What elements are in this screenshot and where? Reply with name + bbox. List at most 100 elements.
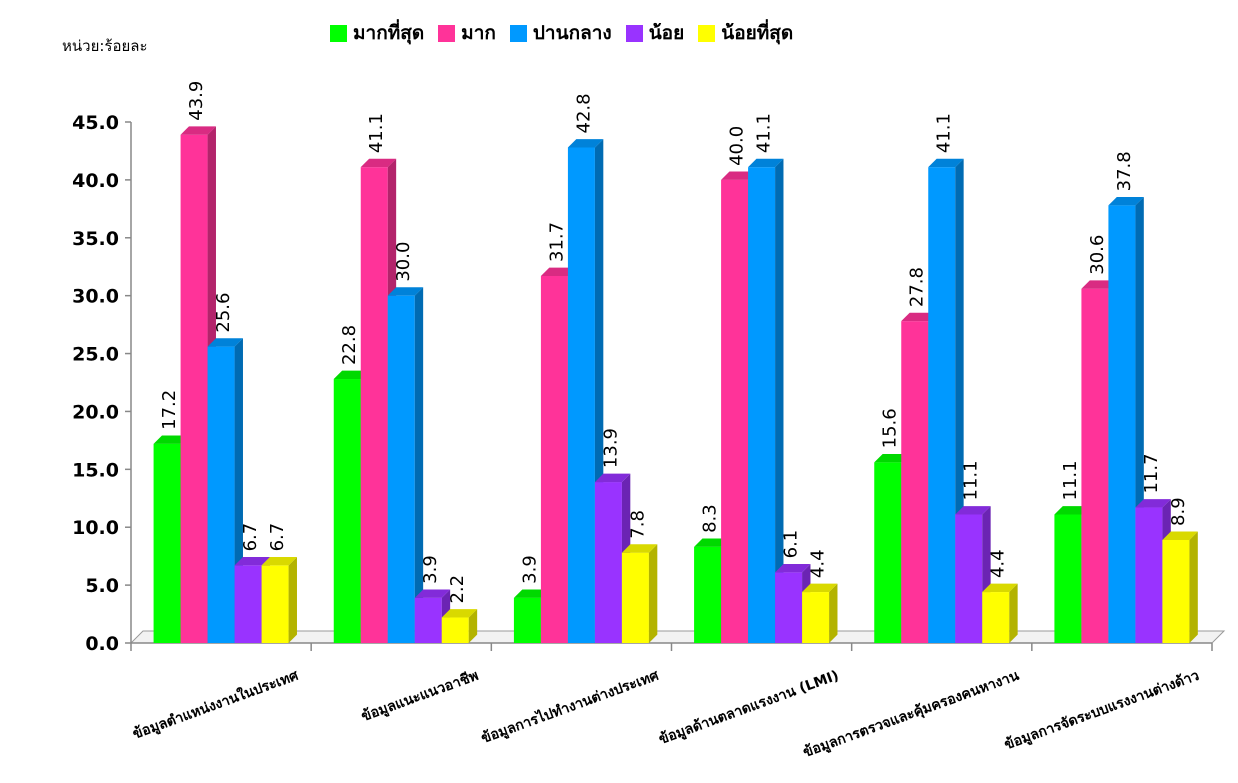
bar-top (802, 583, 838, 593)
bar-top (153, 435, 189, 444)
bar-top (234, 557, 270, 566)
y-tick-label: 5.0 (85, 575, 119, 597)
bar (414, 597, 442, 643)
y-tick-label: 40.0 (72, 170, 119, 192)
bar-top (955, 506, 991, 515)
bar-top (694, 538, 730, 547)
data-label: 37.8 (1114, 151, 1135, 191)
data-label: 6.7 (240, 523, 261, 552)
bar (748, 167, 776, 644)
y-tick-label: 20.0 (72, 401, 119, 423)
bar (513, 597, 541, 643)
bar (721, 179, 749, 643)
unit-label: หน่วย:ร้อยละ (62, 37, 148, 55)
legend-item-most: มากที่สุด (330, 18, 424, 48)
bar-top (387, 287, 424, 296)
data-label: 11.1 (961, 460, 982, 500)
legend-swatch-little (625, 24, 643, 42)
bar-top (748, 158, 784, 168)
bar (694, 546, 722, 643)
bar (1135, 507, 1163, 643)
bar (955, 514, 983, 643)
y-tick-label: 35.0 (72, 228, 119, 250)
bar-side (775, 158, 784, 643)
data-label: 30.6 (1087, 235, 1108, 275)
data-label: 27.8 (907, 267, 928, 307)
bar (775, 572, 803, 643)
data-label: 15.6 (880, 408, 901, 448)
data-label: 6.7 (267, 523, 288, 552)
bar (207, 346, 235, 643)
bar (540, 275, 568, 643)
bar (153, 443, 181, 643)
bar-top (1135, 499, 1171, 508)
bar (261, 565, 289, 643)
bar-top (775, 563, 811, 573)
bar-side (468, 609, 478, 643)
data-label: 7.8 (627, 510, 648, 539)
legend-item-moderate: ปานกลาง (509, 18, 612, 48)
bar-top (180, 126, 216, 135)
bar-top (874, 453, 910, 463)
bar-top (621, 544, 658, 553)
x-tick-label: ข้อมูลตำแหน่งงานในประเทศ (130, 665, 302, 742)
bar (567, 147, 595, 643)
legend-item-least: น้อยที่สุด (698, 18, 793, 48)
x-tick-label: ข้อมูลการไปทำงานต่างประเทศ (478, 665, 661, 746)
data-label: 40.0 (727, 126, 748, 166)
bar-top (567, 139, 604, 148)
bar-side (414, 287, 424, 643)
bar-side (648, 544, 658, 643)
bar-top (333, 370, 370, 380)
bar (874, 462, 902, 643)
bar (1081, 288, 1109, 643)
data-label: 6.1 (781, 530, 802, 559)
data-label: 17.2 (159, 390, 180, 430)
bar-top (928, 158, 964, 168)
bar-top (594, 473, 631, 483)
bar-top (1081, 280, 1117, 289)
legend-label-least: น้อยที่สุด (721, 22, 794, 44)
bar-top (540, 267, 577, 276)
bar (234, 565, 262, 643)
data-label: 43.9 (186, 81, 207, 121)
data-label: 42.8 (573, 93, 594, 133)
bar-top (207, 338, 243, 347)
bar-side (1009, 583, 1018, 643)
bar-top (721, 171, 757, 180)
bar-side (288, 557, 297, 643)
bar (1108, 205, 1136, 644)
data-label: 8.3 (700, 504, 721, 533)
data-label: 31.7 (546, 222, 567, 262)
data-label: 2.2 (447, 575, 468, 604)
bar (928, 167, 956, 644)
legend-label-little: น้อย (648, 22, 685, 44)
y-tick-label: 10.0 (72, 517, 119, 539)
legend-item-little: น้อย (625, 18, 685, 48)
x-tick-label: ข้อมูลแนะแนวอาชีพ (359, 668, 480, 725)
legend-swatch-much (438, 24, 456, 42)
data-label: 11.7 (1141, 453, 1162, 493)
data-label: 13.9 (600, 428, 621, 468)
chart-legend: มากที่สุด มาก ปานกลาง น้อย น้อยที่สุด (330, 18, 793, 48)
bar-top (414, 589, 451, 598)
data-label: 41.1 (366, 113, 387, 153)
x-tick-label: ข้อมูลด้านตลาดแรงงาน (LMI) (657, 668, 841, 748)
bar-top (901, 312, 937, 322)
bar-side (829, 583, 838, 643)
y-tick-label: 30.0 (72, 286, 119, 308)
bar (387, 295, 415, 643)
y-tick-label: 45.0 (72, 112, 119, 134)
bar (594, 482, 622, 643)
y-tick-label: 15.0 (72, 459, 119, 481)
bar (621, 552, 649, 643)
bar-top (261, 557, 297, 566)
y-tick-label: 25.0 (72, 344, 119, 366)
legend-item-much: มาก (438, 18, 496, 48)
data-label: 3.9 (519, 555, 540, 584)
bar (333, 379, 361, 643)
bar (901, 321, 929, 643)
data-label: 30.0 (393, 242, 414, 282)
bar-top (1162, 531, 1198, 540)
